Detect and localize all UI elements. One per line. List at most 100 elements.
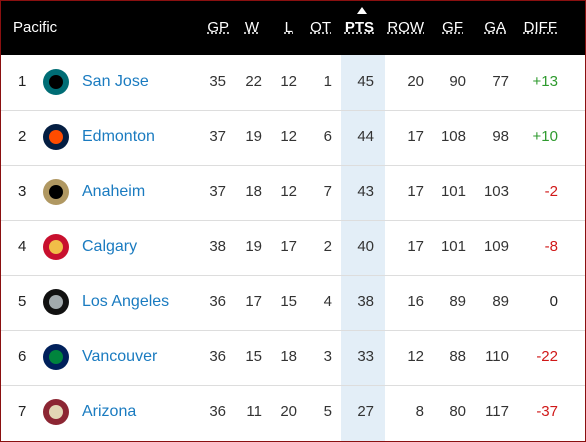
- column-header[interactable]: GF: [442, 19, 463, 36]
- stat-value: 20: [280, 403, 297, 420]
- goal-diff: 0: [549, 293, 558, 310]
- stat-value: 101: [440, 238, 466, 255]
- team-logo: [43, 289, 69, 315]
- stat-value: 1: [323, 73, 332, 90]
- stat-value: 36: [209, 348, 226, 365]
- stat-value: 109: [483, 238, 509, 255]
- team-name[interactable]: Arizona: [82, 403, 137, 420]
- sort-arrow: [357, 7, 367, 14]
- stat-value: 88: [449, 348, 466, 365]
- stat-value: 80: [449, 403, 466, 420]
- goal-diff: +10: [532, 128, 558, 145]
- rank: 4: [18, 238, 27, 255]
- rank: 7: [18, 403, 27, 420]
- goal-diff: -2: [544, 183, 558, 200]
- stat-value: 89: [492, 293, 509, 310]
- stat-value: 15: [280, 293, 297, 310]
- column-header[interactable]: GP: [207, 19, 229, 36]
- column-header[interactable]: OT: [310, 19, 331, 36]
- team-logo: [43, 179, 69, 205]
- division-title: Pacific: [13, 19, 58, 36]
- stat-value: 37: [209, 128, 226, 145]
- stat-value: 12: [280, 73, 297, 90]
- stat-value: 4: [323, 293, 332, 310]
- stat-value: 17: [280, 238, 297, 255]
- rank: 2: [18, 128, 27, 145]
- row-divider: [1, 165, 585, 166]
- stat-value: 6: [323, 128, 332, 145]
- stat-value: 117: [485, 403, 509, 420]
- column-header[interactable]: PTS: [344, 19, 374, 36]
- stat-value: 40: [357, 238, 374, 255]
- column-header[interactable]: L: [284, 19, 293, 36]
- team-name[interactable]: Vancouver: [82, 348, 158, 365]
- stat-value: 35: [209, 73, 226, 90]
- rank: 3: [18, 183, 27, 200]
- stat-value: 44: [357, 128, 374, 145]
- team-name[interactable]: San Jose: [82, 73, 149, 90]
- stat-value: 27: [357, 403, 374, 420]
- team-logo: [43, 124, 69, 150]
- stat-value: 17: [407, 238, 424, 255]
- team-logo: [43, 399, 69, 425]
- column-header[interactable]: ROW: [387, 19, 424, 36]
- stat-value: 12: [280, 128, 297, 145]
- stat-value: 22: [245, 73, 262, 90]
- column-header[interactable]: DIFF: [523, 19, 557, 36]
- rank: 5: [18, 293, 27, 310]
- team-name[interactable]: Los Angeles: [82, 293, 170, 310]
- team-name[interactable]: Anaheim: [82, 183, 146, 200]
- stat-value: 37: [209, 183, 226, 200]
- stat-value: 20: [407, 73, 424, 90]
- team-logo: [43, 344, 69, 370]
- stat-value: 17: [407, 183, 424, 200]
- stat-value: 18: [245, 183, 262, 200]
- stat-value: 77: [492, 73, 509, 90]
- stat-value: 101: [440, 183, 466, 200]
- goal-diff: -37: [536, 403, 558, 420]
- stat-value: 8: [415, 403, 424, 420]
- row-divider: [1, 275, 585, 276]
- stat-value: 12: [407, 348, 424, 365]
- stat-value: 16: [407, 293, 424, 310]
- team-logo: [43, 234, 69, 260]
- stat-value: 108: [440, 128, 466, 145]
- rank: 6: [18, 348, 27, 365]
- stat-value: 90: [449, 73, 466, 90]
- row-divider: [1, 220, 585, 221]
- row-divider: [1, 330, 585, 331]
- stat-value: 43: [357, 183, 374, 200]
- column-header[interactable]: GA: [484, 19, 506, 36]
- stat-value: 18: [280, 348, 297, 365]
- stat-value: 3: [323, 348, 332, 365]
- goal-diff: -22: [536, 348, 558, 365]
- column-header[interactable]: W: [244, 19, 259, 36]
- stat-value: 19: [245, 128, 262, 145]
- stat-value: 110: [485, 348, 509, 365]
- goal-diff: +13: [532, 73, 558, 90]
- team-name[interactable]: Calgary: [82, 238, 138, 255]
- stat-value: 17: [245, 293, 262, 310]
- stat-value: 17: [407, 128, 424, 145]
- header-bar: Pacific GP W L OT PTS ROW GF GA DIFF: [1, 1, 585, 55]
- stat-value: 33: [357, 348, 374, 365]
- stat-value: 38: [357, 293, 374, 310]
- stat-value: 45: [357, 73, 374, 90]
- stat-value: 2: [323, 238, 332, 255]
- stat-value: 11: [246, 403, 262, 420]
- team-name[interactable]: Edmonton: [82, 128, 155, 145]
- stat-value: 38: [209, 238, 226, 255]
- row-divider: [1, 110, 585, 111]
- team-logo: [43, 69, 69, 95]
- rank: 1: [18, 73, 27, 90]
- stat-value: 5: [323, 403, 332, 420]
- sorted-column-highlight: [341, 55, 385, 441]
- goal-diff: -8: [544, 238, 558, 255]
- stat-value: 36: [209, 293, 226, 310]
- stat-value: 7: [323, 183, 332, 200]
- stat-value: 98: [492, 128, 509, 145]
- stat-value: 36: [209, 403, 226, 420]
- stat-value: 15: [245, 348, 262, 365]
- stat-value: 19: [245, 238, 262, 255]
